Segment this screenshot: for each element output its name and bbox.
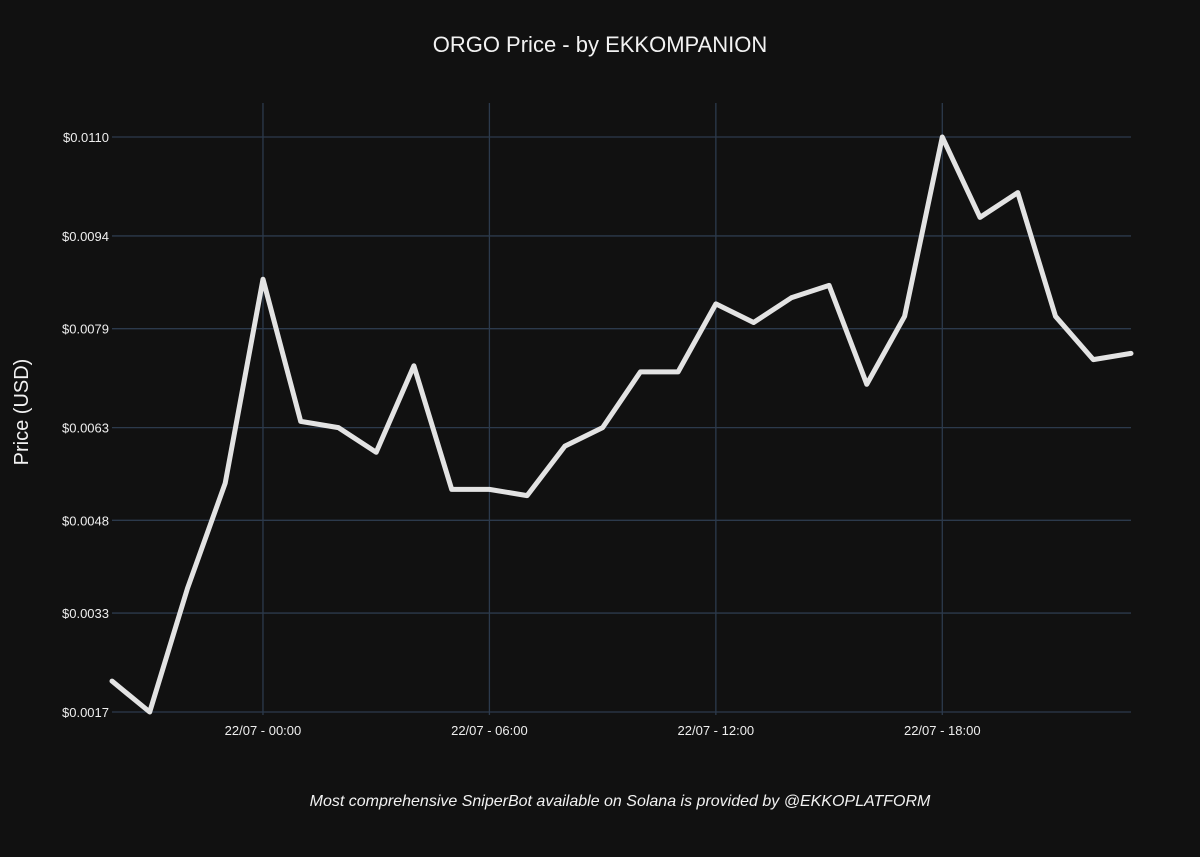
chart-title: ORGO Price - by EKKOMPANION [433, 32, 768, 57]
x-tick-label: 22/07 - 18:00 [904, 723, 981, 738]
y-tick-label: $0.0048 [62, 513, 109, 528]
y-gridlines [112, 136, 1131, 713]
x-tick-label: 22/07 - 12:00 [678, 723, 755, 738]
x-tick-label: 22/07 - 06:00 [451, 723, 528, 738]
x-axis-tick-labels: 22/07 - 00:00 22/07 - 06:00 22/07 - 12:00 2… [225, 723, 981, 738]
y-tick-label: $0.0033 [62, 606, 109, 621]
footer-promo-text: Most comprehensive SniperBot available o… [310, 793, 931, 810]
y-tick-label: $0.0017 [62, 705, 109, 720]
y-axis-tick-labels: $0.0017 $0.0033 $0.0048 $0.0063 $0.0079 $0.00… [62, 130, 109, 720]
y-tick-label: $0.0079 [62, 322, 109, 337]
y-tick-label: $0.0110 [63, 130, 109, 145]
y-tick-label: $0.0063 [62, 421, 109, 436]
x-tick-label: 22/07 - 00:00 [225, 723, 302, 738]
y-axis-title: Price (USD) [11, 359, 33, 466]
y-tick-label: $0.0094 [62, 229, 109, 244]
x-gridlines [262, 103, 943, 715]
price-series-line [109, 134, 1134, 715]
